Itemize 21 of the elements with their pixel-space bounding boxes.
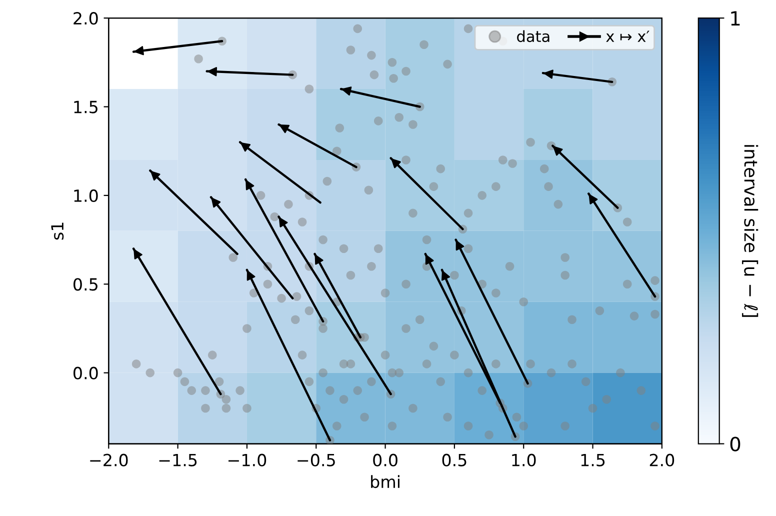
- x-tick-label: 2.0: [650, 454, 674, 466]
- color-bar-label: 1: [731, 11, 740, 26]
- y-tick-label: 0.0: [74, 366, 98, 380]
- x-tick-label: 1.0: [512, 454, 536, 466]
- x-tick-label: −1.5: [159, 454, 197, 466]
- x-tick-label: −1.0: [228, 454, 266, 466]
- y-tick-label: 2.0: [74, 12, 98, 25]
- y-tick-label: 1.5: [74, 100, 98, 114]
- x-axis-title: bmi: [371, 475, 400, 488]
- color-bar-label: 0: [730, 436, 740, 452]
- x-tick-label: −0.5: [298, 454, 335, 466]
- color-bar-title: interval size [u − ℓ]: [742, 145, 758, 317]
- x-tick-label: 0.5: [442, 454, 466, 466]
- y-tick-label: 0.5: [74, 278, 98, 291]
- y-axis-title: s1: [51, 222, 64, 240]
- legend-label: data: [517, 30, 550, 42]
- y-tick-label: 1.0: [74, 189, 98, 202]
- x-tick-label: 1.5: [581, 454, 605, 466]
- x-tick-label: 0.0: [373, 454, 398, 466]
- legend-label: x ↦ x′: [606, 30, 650, 42]
- x-tick-label: −2.0: [90, 454, 128, 466]
